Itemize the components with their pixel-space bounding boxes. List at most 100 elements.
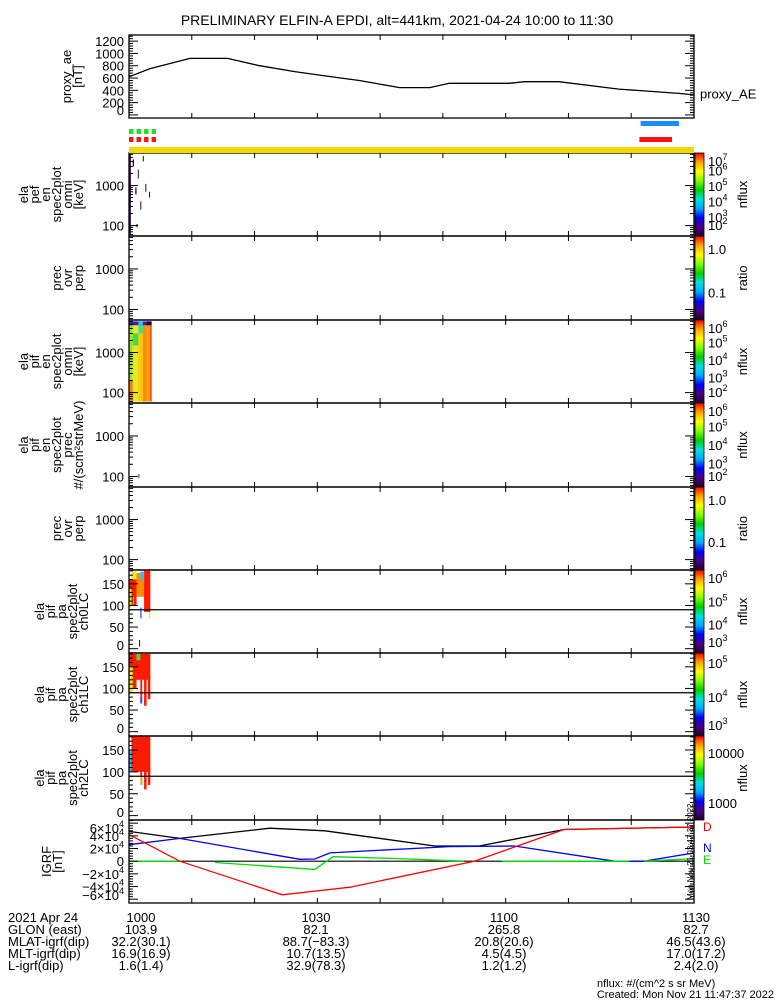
spectrogram-cell	[150, 325, 152, 402]
table-row-label: 2021 Apr 24	[8, 910, 78, 925]
colorbar	[694, 235, 705, 321]
colorbar-title: ratio	[735, 265, 750, 290]
axis-label-line: spec2plot	[49, 417, 64, 473]
y-tick-label: 2×104	[90, 840, 124, 857]
spectrogram-cell	[132, 159, 135, 167]
flag-red-bar	[639, 137, 673, 142]
y-tick-label: 150	[102, 577, 124, 592]
y-tick-label: 50	[110, 703, 124, 718]
spectrogram-cell	[140, 697, 143, 704]
spectrogram-cell	[129, 380, 133, 402]
colorbar-tick-label: 0.1	[708, 285, 726, 300]
axis-label-line: pif	[27, 354, 42, 368]
table-row-label: MLAT-igrf(dip)	[8, 934, 89, 949]
y-tick-label: 50	[110, 787, 124, 802]
y-tick-label: 100	[102, 765, 124, 780]
series-line-E	[644, 857, 695, 862]
axis-label-line: ch1LC	[76, 676, 91, 714]
table-cell: 32.9(78.3)	[286, 958, 345, 973]
panel-frame	[128, 652, 695, 737]
axis-label-line: en	[38, 187, 53, 201]
spectrogram-cell	[140, 776, 142, 785]
colorbar-tick-label: 103	[708, 716, 727, 733]
axis-label-line: omni	[60, 180, 75, 208]
series-line-total	[128, 826, 695, 847]
spectrogram-cell	[146, 321, 152, 326]
spectrogram-cell	[132, 325, 139, 402]
spectrogram-cell	[138, 325, 143, 334]
spectrogram-cell	[142, 155, 144, 162]
table-cell: 1100	[490, 910, 518, 925]
units-note: nflux: #/(cm^2 s sr MeV)	[597, 978, 715, 990]
y-tick-label: −6×104	[82, 886, 124, 903]
table-cell: 32.2(30.1)	[111, 934, 170, 949]
axis-label-line: omni	[60, 347, 75, 375]
y-tick-label: 100	[102, 598, 124, 613]
axis-label-line: pif	[43, 604, 58, 618]
table-cell: 103.9	[125, 922, 158, 937]
spectrogram-cell	[132, 596, 135, 606]
y-tick-label: 1200	[95, 34, 124, 49]
y-tick-label: 0	[117, 638, 124, 653]
colorbar-tick-label: 105	[708, 177, 727, 194]
y-tick-label: 150	[102, 743, 124, 758]
colorbar-tick-label: 104	[708, 616, 727, 633]
panel-frame	[128, 34, 695, 119]
colorbar	[694, 652, 705, 737]
axis-label-line: prec	[49, 265, 64, 291]
colorbar-tick-label: 103	[708, 208, 727, 225]
table-cell: 265.8	[488, 922, 521, 937]
axis-label-line: perp	[71, 265, 86, 291]
axis-label-line: pif	[27, 438, 42, 452]
y-tick-label: 100	[102, 469, 124, 484]
axis-label-line: pa	[54, 770, 69, 785]
legend-E: E	[703, 853, 711, 867]
axis-label-line: spec2plot	[49, 166, 64, 222]
spectrogram-cell	[135, 187, 137, 195]
axis-label-line: #/(scm²strMeV)	[71, 401, 86, 490]
spectrogram-cell	[138, 325, 143, 402]
colorbar-tick-label: 105	[708, 333, 727, 350]
plot-title: PRELIMINARY ELFIN-A EPDI, alt=441km, 202…	[181, 12, 614, 28]
y-tick-label: −2×104	[82, 865, 124, 882]
axis-label-line: pif	[43, 687, 58, 701]
spectrogram-cell	[144, 570, 151, 612]
table-cell: 20.8(20.6)	[474, 934, 533, 949]
axis-label-line: ela	[32, 769, 47, 787]
spectrogram-cell	[131, 736, 151, 772]
colorbar-tick-label: 103	[708, 368, 727, 385]
colorbar-tick-label: 102	[708, 467, 727, 484]
colorbar-tick-label: 103	[708, 455, 727, 472]
axis-label-line: [nT]	[70, 65, 85, 87]
spectrogram-cell	[142, 325, 147, 402]
colorbar-tick-label: 102	[708, 383, 727, 400]
y-tick-label: 1000	[95, 513, 124, 528]
axis-label-line: ela	[32, 602, 47, 620]
spectrogram-cell	[147, 675, 151, 700]
colorbar-tick-label: 1.0	[708, 242, 726, 257]
spectrogram-cell	[136, 653, 141, 661]
colorbar	[694, 319, 705, 404]
y-tick-label: 100	[102, 219, 124, 234]
axis-label-line: pa	[54, 604, 69, 619]
spectrogram-cell	[136, 573, 145, 597]
legend-D: D	[703, 820, 712, 834]
axis-label-line: ovr	[60, 519, 75, 538]
colorbar	[694, 735, 705, 821]
panel-frame	[128, 319, 695, 404]
panel-frame	[128, 402, 695, 488]
y-tick-label: 1000	[95, 46, 124, 61]
axis-label-line: ela	[16, 436, 31, 454]
spectrogram-cell	[138, 321, 143, 326]
colorbar-tick-label: 104	[708, 193, 727, 210]
y-tick-label: 200	[102, 96, 124, 111]
axis-label-line: en	[38, 354, 53, 368]
colorbar	[694, 402, 705, 488]
panel-frame	[128, 152, 695, 237]
colorbar-title: nflux	[735, 597, 750, 625]
colorbar-tick-label: 104	[708, 436, 727, 453]
